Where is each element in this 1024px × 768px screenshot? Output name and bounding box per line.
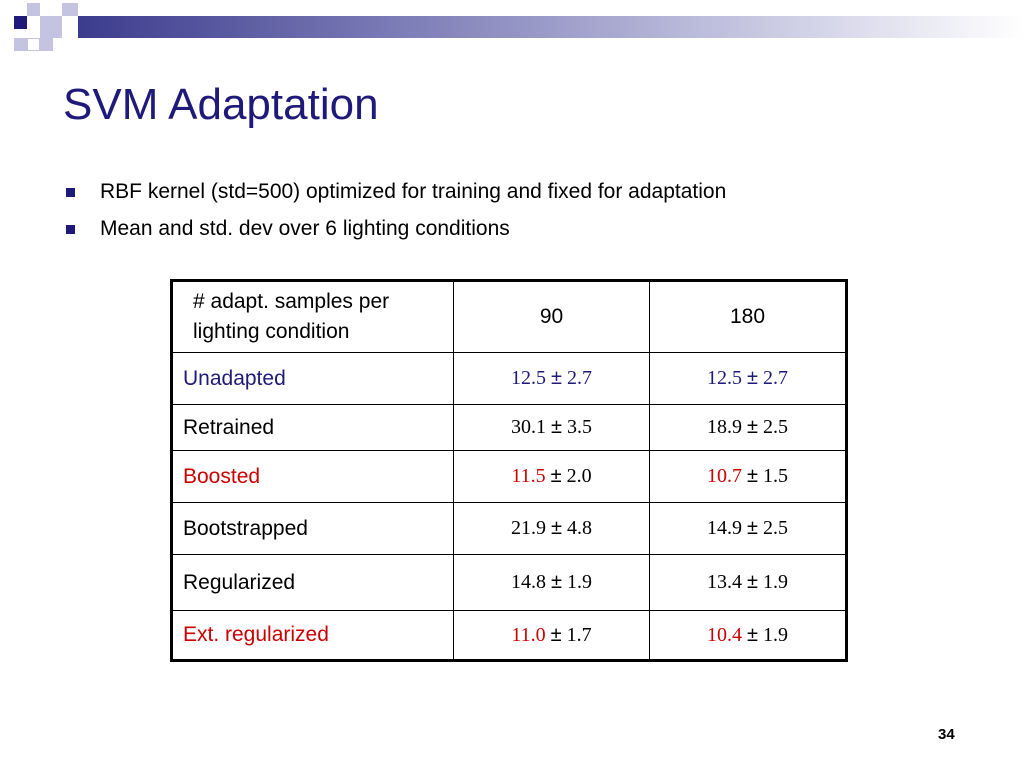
header-label: # adapt. samples per lighting condition [193, 290, 390, 343]
results-table: # adapt. samples per lighting condition … [170, 279, 848, 662]
bullet-item: Mean and std. dev over 6 lighting condit… [66, 215, 726, 252]
value-cell: 13.4 ± 1.9 [649, 554, 847, 611]
std-value: 2.7 [566, 367, 592, 389]
value-cell: 18.9 ± 2.5 [649, 404, 847, 451]
plus-minus-sign: ± [747, 571, 758, 593]
table-row: Retrained 30.1 ± 3.5 18.9 ± 2.5 [171, 404, 847, 451]
value-cell: 10.4 ± 1.9 [649, 610, 847, 661]
table-row: Regularized 14.8 ± 1.9 13.4 ± 1.9 [171, 554, 847, 611]
value-cell: 21.9 ± 4.8 [453, 502, 650, 555]
table-row: Unadapted 12.5 ± 2.7 12.5 ± 2.7 [171, 352, 847, 405]
mean-value: 10.4 [707, 623, 742, 646]
bullet-text: Mean and std. dev over 6 lighting condit… [100, 217, 510, 240]
bullet-list: RBF kernel (std=500) optimized for train… [66, 178, 726, 252]
mean-value: 14.9 [707, 517, 742, 539]
row-label: Bootstrapped [171, 502, 454, 555]
value-cell: 14.8 ± 1.9 [453, 554, 650, 611]
plus-minus-sign: ± [747, 367, 758, 389]
table-row: Boosted 11.5 ± 2.0 10.7 ± 1.5 [171, 450, 847, 503]
decor-square [14, 16, 27, 29]
value-cell: 11.0 ± 1.7 [453, 610, 650, 661]
value-cell: 12.5 ± 2.7 [649, 352, 847, 405]
row-label: Regularized [171, 554, 454, 611]
table-row: Bootstrapped 21.9 ± 4.8 14.9 ± 2.5 [171, 502, 847, 555]
plus-minus-sign: ± [550, 465, 562, 487]
mean-value: 13.4 [707, 571, 742, 593]
mean-value: 10.7 [707, 465, 742, 487]
row-label: Boosted [171, 450, 454, 503]
std-value: 4.8 [566, 517, 592, 539]
mean-value: 30.1 [511, 416, 546, 438]
std-value: 1.5 [762, 465, 788, 487]
mean-value: 12.5 [707, 367, 742, 389]
row-label: Ext. regularized [171, 610, 454, 661]
row-label: Unadapted [171, 352, 454, 405]
decor-square [27, 38, 40, 51]
table-row: Ext. regularized 11.0 ± 1.7 10.4 ± 1.9 [171, 610, 847, 661]
value-cell: 12.5 ± 2.7 [453, 352, 650, 405]
mean-value: 11.0 [511, 623, 546, 646]
mean-value: 14.8 [511, 571, 546, 593]
plus-minus-sign: ± [551, 517, 562, 539]
std-value: 2.0 [566, 465, 592, 487]
header-column-90: 90 [453, 280, 650, 353]
plus-minus-sign: ± [747, 465, 758, 487]
std-value: 2.7 [762, 367, 788, 389]
std-value: 1.9 [762, 571, 788, 593]
decor-square [40, 16, 62, 38]
square-bullet-icon [66, 225, 75, 234]
mean-value: 12.5 [511, 367, 546, 389]
mean-value: 21.9 [511, 517, 546, 539]
plus-minus-sign: ± [747, 623, 758, 646]
plus-minus-sign: ± [747, 517, 758, 539]
bullet-text: RBF kernel (std=500) optimized for train… [100, 180, 727, 203]
decor-square [40, 38, 53, 51]
plus-minus-sign: ± [551, 367, 562, 389]
header-gradient-band [78, 16, 1024, 38]
value-cell: 14.9 ± 2.5 [649, 502, 847, 555]
table-header-row: # adapt. samples per lighting condition … [171, 280, 847, 353]
mean-value: 18.9 [707, 416, 742, 438]
page-number: 34 [938, 726, 955, 743]
header-label-cell: # adapt. samples per lighting condition [171, 280, 454, 353]
header-column-180: 180 [649, 280, 847, 353]
decor-square [62, 3, 78, 16]
value-cell: 11.5 ± 2.0 [453, 450, 650, 503]
square-bullet-icon [66, 188, 75, 197]
plus-minus-sign: ± [551, 416, 562, 438]
plus-minus-sign: ± [550, 623, 562, 646]
std-value: 1.9 [762, 623, 788, 646]
slide-title: SVM Adaptation [63, 80, 379, 129]
std-value: 1.7 [566, 623, 592, 646]
plus-minus-sign: ± [551, 571, 562, 593]
decor-square [27, 3, 40, 16]
std-value: 3.5 [566, 416, 592, 438]
value-cell: 30.1 ± 3.5 [453, 404, 650, 451]
mean-value: 11.5 [511, 465, 546, 487]
decor-square [14, 38, 27, 51]
std-value: 2.5 [762, 416, 788, 438]
plus-minus-sign: ± [747, 416, 758, 438]
bullet-item: RBF kernel (std=500) optimized for train… [66, 178, 726, 215]
std-value: 2.5 [762, 517, 788, 539]
value-cell: 10.7 ± 1.5 [649, 450, 847, 503]
row-label: Retrained [171, 404, 454, 451]
std-value: 1.9 [566, 571, 592, 593]
